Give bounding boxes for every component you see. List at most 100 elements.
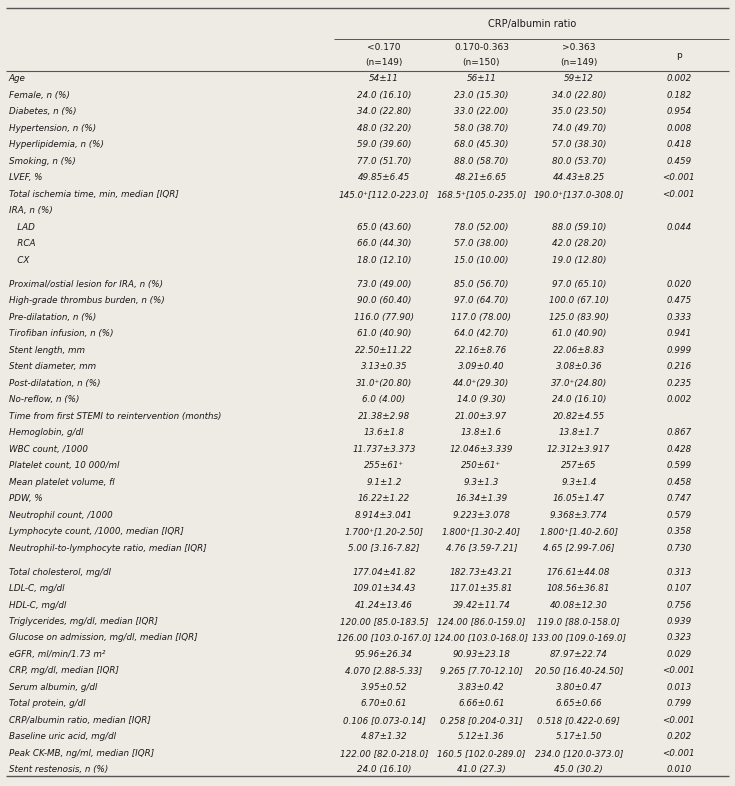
Text: 0.107: 0.107 xyxy=(666,584,692,593)
Text: 255±61⁺: 255±61⁺ xyxy=(364,461,404,470)
Text: 90.93±23.18: 90.93±23.18 xyxy=(453,650,510,659)
Text: 1.800⁺[1.30-2.40]: 1.800⁺[1.30-2.40] xyxy=(442,527,521,536)
Text: 0.258 [0.204-0.31]: 0.258 [0.204-0.31] xyxy=(440,716,523,725)
Text: 176.61±44.08: 176.61±44.08 xyxy=(547,567,611,576)
Text: 0.867: 0.867 xyxy=(666,428,692,437)
Text: 16.34±1.39: 16.34±1.39 xyxy=(455,494,508,503)
Text: 234.0 [120.0-373.0]: 234.0 [120.0-373.0] xyxy=(534,749,623,758)
Text: 20.82±4.55: 20.82±4.55 xyxy=(553,412,605,421)
Text: 0.939: 0.939 xyxy=(666,617,692,626)
Text: 0.182: 0.182 xyxy=(666,91,692,100)
Text: 0.029: 0.029 xyxy=(666,650,692,659)
Text: 1.800⁺[1.40-2.60]: 1.800⁺[1.40-2.60] xyxy=(539,527,618,536)
Text: 33.0 (22.00): 33.0 (22.00) xyxy=(454,108,509,116)
Text: 48.0 (32.20): 48.0 (32.20) xyxy=(357,124,411,133)
Text: 59±12: 59±12 xyxy=(564,75,594,83)
Text: 45.0 (30.2): 45.0 (30.2) xyxy=(554,766,603,774)
Text: Total cholesterol, mg/dl: Total cholesterol, mg/dl xyxy=(9,567,111,576)
Text: 59.0 (39.60): 59.0 (39.60) xyxy=(357,141,411,149)
Text: LDL-C, mg/dl: LDL-C, mg/dl xyxy=(9,584,65,593)
Text: p: p xyxy=(676,50,681,60)
Text: 77.0 (51.70): 77.0 (51.70) xyxy=(357,157,411,166)
Text: 20.50 [16.40-24.50]: 20.50 [16.40-24.50] xyxy=(534,667,623,675)
Text: 0.333: 0.333 xyxy=(666,313,692,321)
Text: 9.223±3.078: 9.223±3.078 xyxy=(453,511,510,520)
Text: CRP/albumin ratio: CRP/albumin ratio xyxy=(487,20,576,29)
Text: 133.00 [109.0-169.0]: 133.00 [109.0-169.0] xyxy=(532,634,625,642)
Text: 116.0 (77.90): 116.0 (77.90) xyxy=(354,313,414,321)
Text: 97.0 (65.10): 97.0 (65.10) xyxy=(552,280,606,288)
Text: LVEF, %: LVEF, % xyxy=(9,174,43,182)
Text: 145.0⁺[112.0-223.0]: 145.0⁺[112.0-223.0] xyxy=(339,190,429,199)
Text: 0.313: 0.313 xyxy=(666,567,692,576)
Text: 0.599: 0.599 xyxy=(666,461,692,470)
Text: 1.700⁺[1.20-2.50]: 1.700⁺[1.20-2.50] xyxy=(345,527,423,536)
Text: 34.0 (22.80): 34.0 (22.80) xyxy=(552,91,606,100)
Text: 5.12±1.36: 5.12±1.36 xyxy=(458,733,505,741)
Text: 0.954: 0.954 xyxy=(666,108,692,116)
Text: Baseline uric acid, mg/dl: Baseline uric acid, mg/dl xyxy=(9,733,116,741)
Text: (n=149): (n=149) xyxy=(365,58,403,68)
Text: 44.43±8.25: 44.43±8.25 xyxy=(553,174,605,182)
Text: Peak CK-MB, ng/ml, median [IQR]: Peak CK-MB, ng/ml, median [IQR] xyxy=(9,749,154,758)
Text: 3.09±0.40: 3.09±0.40 xyxy=(458,362,505,371)
Text: 85.0 (56.70): 85.0 (56.70) xyxy=(454,280,509,288)
Text: 120.00 [85.0-183.5]: 120.00 [85.0-183.5] xyxy=(340,617,429,626)
Text: 35.0 (23.50): 35.0 (23.50) xyxy=(552,108,606,116)
Text: 95.96±26.34: 95.96±26.34 xyxy=(355,650,413,659)
Text: <0.001: <0.001 xyxy=(662,749,695,758)
Text: 37.0⁺(24.80): 37.0⁺(24.80) xyxy=(551,379,607,387)
Text: <0.001: <0.001 xyxy=(662,190,695,199)
Text: 168.5⁺[105.0-235.0]: 168.5⁺[105.0-235.0] xyxy=(437,190,526,199)
Text: 22.06±8.83: 22.06±8.83 xyxy=(553,346,605,354)
Text: 0.002: 0.002 xyxy=(666,395,692,404)
Text: 117.01±35.81: 117.01±35.81 xyxy=(450,584,513,593)
Text: 34.0 (22.80): 34.0 (22.80) xyxy=(357,108,411,116)
Text: 90.0 (60.40): 90.0 (60.40) xyxy=(357,296,411,305)
Text: 0.202: 0.202 xyxy=(666,733,692,741)
Text: 56±11: 56±11 xyxy=(467,75,496,83)
Text: Glucose on admission, mg/dl, median [IQR]: Glucose on admission, mg/dl, median [IQR… xyxy=(9,634,198,642)
Text: 22.16±8.76: 22.16±8.76 xyxy=(455,346,508,354)
Text: 190.0⁺[137.0-308.0]: 190.0⁺[137.0-308.0] xyxy=(534,190,624,199)
Text: Hypertension, n (%): Hypertension, n (%) xyxy=(9,124,96,133)
Text: Mean platelet volume, fl: Mean platelet volume, fl xyxy=(9,478,115,487)
Text: 13.8±1.6: 13.8±1.6 xyxy=(461,428,502,437)
Text: Diabetes, n (%): Diabetes, n (%) xyxy=(9,108,76,116)
Text: 87.97±22.74: 87.97±22.74 xyxy=(550,650,608,659)
Text: <0.001: <0.001 xyxy=(662,667,695,675)
Text: 0.010: 0.010 xyxy=(666,766,692,774)
Text: 0.358: 0.358 xyxy=(666,527,692,536)
Text: 22.50±11.22: 22.50±11.22 xyxy=(355,346,413,354)
Text: 18.0 (12.10): 18.0 (12.10) xyxy=(357,256,411,265)
Text: 0.799: 0.799 xyxy=(666,700,692,708)
Text: (n=149): (n=149) xyxy=(560,58,598,68)
Text: 177.04±41.82: 177.04±41.82 xyxy=(352,567,416,576)
Text: 39.42±11.74: 39.42±11.74 xyxy=(453,601,510,609)
Text: 4.87±1.32: 4.87±1.32 xyxy=(361,733,407,741)
Text: 250±61⁺: 250±61⁺ xyxy=(462,461,501,470)
Text: IRA, n (%): IRA, n (%) xyxy=(9,207,53,215)
Text: 64.0 (42.70): 64.0 (42.70) xyxy=(454,329,509,338)
Text: 0.459: 0.459 xyxy=(666,157,692,166)
Text: Platelet count, 10 000/ml: Platelet count, 10 000/ml xyxy=(9,461,119,470)
Text: 0.020: 0.020 xyxy=(666,280,692,288)
Text: 8.914±3.041: 8.914±3.041 xyxy=(355,511,413,520)
Text: 5.17±1.50: 5.17±1.50 xyxy=(556,733,602,741)
Text: Total protein, g/dl: Total protein, g/dl xyxy=(9,700,85,708)
Text: 40.08±12.30: 40.08±12.30 xyxy=(550,601,608,609)
Text: 14.0 (9.30): 14.0 (9.30) xyxy=(457,395,506,404)
Text: Pre-dilatation, n (%): Pre-dilatation, n (%) xyxy=(9,313,96,321)
Text: High-grade thrombus burden, n (%): High-grade thrombus burden, n (%) xyxy=(9,296,165,305)
Text: WBC count, /1000: WBC count, /1000 xyxy=(9,445,87,454)
Text: Hemoglobin, g/dl: Hemoglobin, g/dl xyxy=(9,428,83,437)
Text: 88.0 (59.10): 88.0 (59.10) xyxy=(552,223,606,232)
Text: 4.65 [2.99-7.06]: 4.65 [2.99-7.06] xyxy=(543,544,614,553)
Text: (n=150): (n=150) xyxy=(462,58,501,68)
Text: 0.428: 0.428 xyxy=(666,445,692,454)
Text: 0.730: 0.730 xyxy=(666,544,692,553)
Text: Age: Age xyxy=(9,75,26,83)
Text: 41.24±13.46: 41.24±13.46 xyxy=(355,601,413,609)
Text: No-reflow, n (%): No-reflow, n (%) xyxy=(9,395,79,404)
Text: 0.418: 0.418 xyxy=(666,141,692,149)
